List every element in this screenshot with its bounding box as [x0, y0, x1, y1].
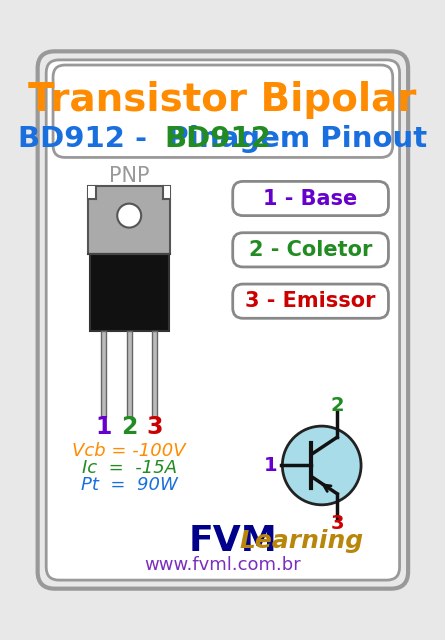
Text: Vcb = -100V: Vcb = -100V — [73, 442, 186, 460]
Text: 1 - Base: 1 - Base — [263, 189, 358, 209]
FancyBboxPatch shape — [233, 181, 388, 216]
Bar — [88, 186, 96, 199]
Text: Learning: Learning — [239, 529, 364, 553]
Text: FVM: FVM — [188, 524, 277, 557]
FancyBboxPatch shape — [233, 233, 388, 267]
Circle shape — [282, 426, 361, 505]
FancyBboxPatch shape — [233, 284, 388, 318]
FancyBboxPatch shape — [46, 60, 400, 580]
Text: 3: 3 — [146, 415, 163, 439]
Text: 3: 3 — [330, 514, 344, 533]
Text: 2: 2 — [121, 415, 138, 439]
Text: Pt  =  90W: Pt = 90W — [81, 476, 178, 494]
Text: BD912: BD912 — [164, 125, 271, 152]
FancyBboxPatch shape — [38, 51, 408, 589]
Text: www.fvml.com.br: www.fvml.com.br — [144, 556, 301, 573]
Bar — [127, 331, 132, 417]
Bar — [152, 331, 158, 417]
Text: Transistor Bipolar: Transistor Bipolar — [28, 81, 417, 119]
Text: 1: 1 — [263, 456, 277, 475]
Bar — [90, 254, 169, 331]
Text: 2 - Coletor: 2 - Coletor — [249, 240, 372, 260]
Bar — [101, 331, 106, 417]
Text: 2: 2 — [330, 396, 344, 415]
Text: BD912 -  Pinagem Pinout: BD912 - Pinagem Pinout — [18, 125, 427, 152]
Bar — [88, 186, 170, 254]
FancyBboxPatch shape — [53, 65, 393, 157]
Circle shape — [117, 204, 141, 228]
Text: PNP: PNP — [109, 166, 150, 186]
Text: 3 - Emissor: 3 - Emissor — [245, 291, 376, 311]
Bar — [162, 186, 170, 199]
Text: Ic  =  -15A: Ic = -15A — [81, 459, 177, 477]
Text: 1: 1 — [95, 415, 112, 439]
